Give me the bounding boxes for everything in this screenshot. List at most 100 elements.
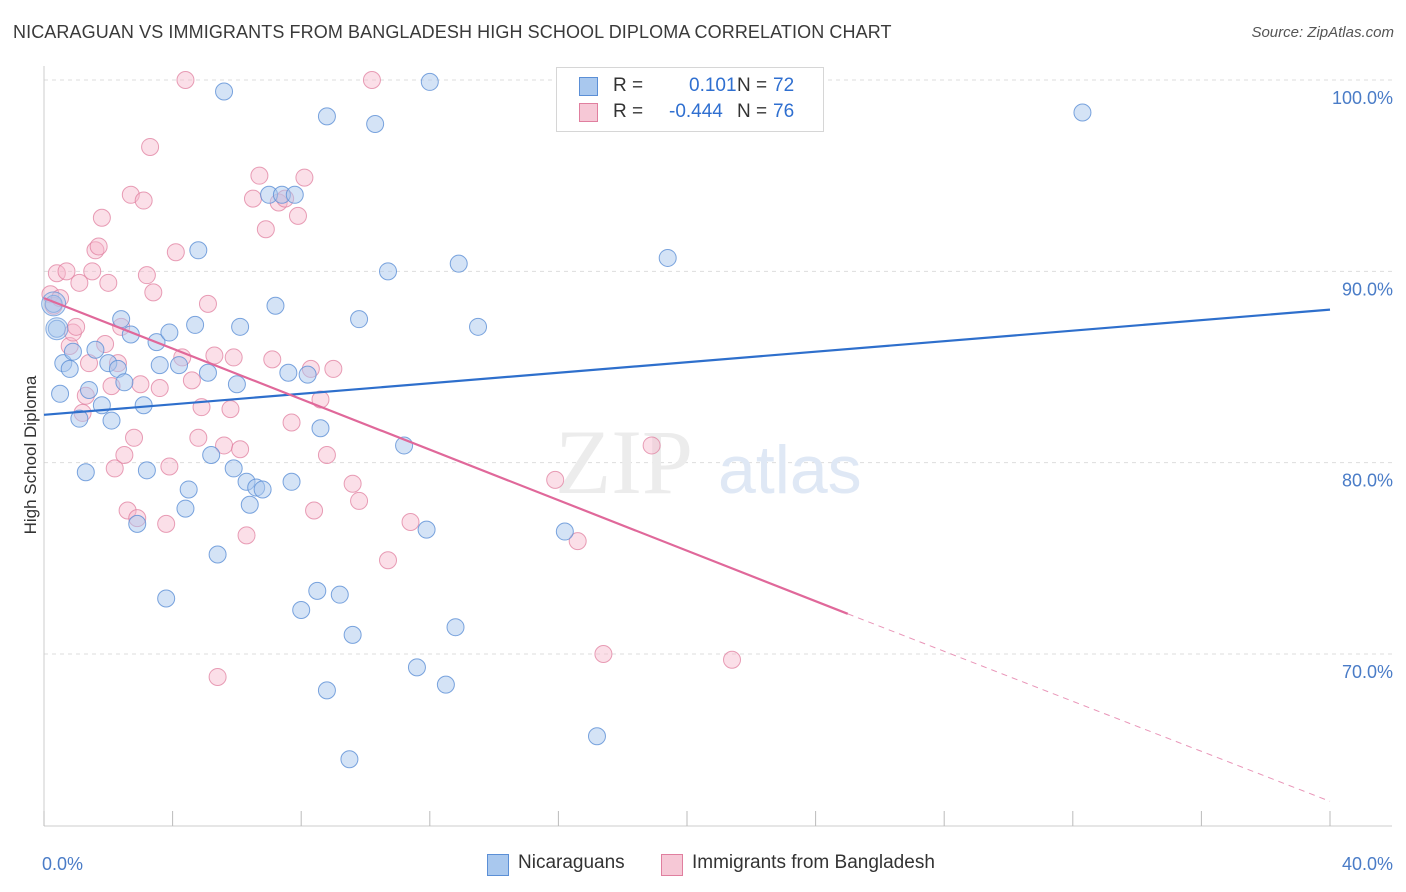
- nicaraguan-point: [189, 241, 208, 260]
- nicaraguan-points: [41, 72, 1092, 769]
- bottom-legend-swatch-blue: [487, 854, 509, 876]
- legend-n-label: N =: [737, 75, 768, 96]
- axes: [43, 66, 1392, 827]
- nicaraguan-point: [417, 520, 436, 539]
- bangladesh-point: [157, 514, 176, 533]
- nicaraguan-point: [240, 495, 259, 514]
- nicaraguan-point: [160, 323, 179, 342]
- bangladesh-point: [141, 137, 160, 156]
- nicaraguan-point: [231, 317, 250, 336]
- nicaraguan-point: [366, 115, 385, 134]
- watermark-zip: ZIP: [555, 411, 693, 513]
- bangladesh-point: [208, 667, 227, 686]
- bangladesh-point: [137, 266, 156, 285]
- y-tick-label: 80.0%: [1342, 471, 1393, 491]
- bangladesh-point: [131, 375, 150, 394]
- bangladesh-point: [134, 191, 153, 210]
- watermark: ZIP atlas: [555, 411, 862, 513]
- bangladesh-point: [311, 390, 330, 409]
- nicaraguan-point: [420, 72, 439, 91]
- nicaraguan-point: [317, 681, 336, 700]
- bangladesh-point: [250, 166, 269, 185]
- bangladesh-point: [568, 532, 587, 551]
- bangladesh-point: [362, 71, 381, 89]
- nicaraguan-point: [224, 459, 243, 478]
- nicaraguan-point: [128, 514, 147, 533]
- legend-n-label: N =: [737, 101, 768, 122]
- nicaraguan-point: [102, 411, 121, 430]
- bangladesh-point: [144, 283, 163, 302]
- y-tick-label: 100.0%: [1332, 88, 1393, 108]
- nicaraguan-point: [86, 340, 105, 359]
- bangladesh-points: [41, 71, 742, 686]
- nicaraguan-point: [70, 409, 89, 428]
- chart-title: NICARAGUAN VS IMMIGRANTS FROM BANGLADESH…: [13, 22, 892, 42]
- nicaraguan-point: [1073, 103, 1092, 122]
- bangladesh-point: [243, 189, 262, 208]
- nicaraguan-point: [208, 545, 227, 564]
- bottom-legend-label: Immigrants from Bangladesh: [692, 852, 935, 873]
- nicaraguan-point: [436, 675, 455, 694]
- nicaraguan-point: [137, 461, 156, 480]
- nicaraguan-point: [343, 625, 362, 644]
- nicaraguan-point: [227, 375, 246, 394]
- bangladesh-point: [305, 501, 324, 520]
- nicaraguan-point: [308, 581, 327, 600]
- bangladesh-point: [166, 243, 185, 262]
- nicaraguan-point: [446, 618, 465, 637]
- bangladesh-point: [379, 551, 398, 570]
- bangladesh-point: [350, 491, 369, 510]
- legend-n-value: 72: [773, 75, 795, 96]
- bangladesh-point: [115, 446, 134, 465]
- nicaraguan-point: [350, 310, 369, 329]
- bangladesh-point: [99, 273, 118, 292]
- nicaraguan-point: [41, 291, 67, 317]
- nicaraguan-point: [379, 262, 398, 281]
- nicaraguan-point: [186, 315, 205, 334]
- bangladesh-point: [221, 400, 240, 419]
- nicaraguan-point: [340, 750, 359, 769]
- nicaraguan-point: [45, 317, 69, 341]
- nicaraguan-point: [311, 419, 330, 438]
- nicaraguan-point: [51, 384, 70, 403]
- grid-lines: [44, 79, 1392, 655]
- bangladesh-point: [256, 220, 275, 239]
- nicaraguan-point: [115, 373, 134, 392]
- legend-r-value: -0.444: [669, 101, 723, 122]
- watermark-atlas: atlas: [718, 432, 862, 508]
- bangladesh-trend-extension: [847, 613, 1331, 802]
- nicaraguan-point: [202, 446, 221, 465]
- bangladesh-point: [295, 168, 314, 187]
- nicaraguan-point: [80, 380, 99, 399]
- nicaraguan-point: [176, 499, 195, 518]
- bangladesh-point: [89, 237, 108, 256]
- nicaraguan-trend-line: [43, 308, 1331, 416]
- nicaraguan-point: [658, 248, 677, 267]
- bangladesh-point: [237, 526, 256, 545]
- nicaraguan-point: [179, 480, 198, 499]
- bangladesh-point: [288, 206, 307, 225]
- x-tick-label: 40.0%: [1342, 854, 1393, 874]
- legend-r-label: R =: [613, 75, 644, 96]
- bangladesh-point: [324, 359, 343, 378]
- bangladesh-point: [282, 413, 301, 432]
- bangladesh-point: [182, 371, 201, 390]
- trend-lines: [43, 297, 1331, 802]
- bangladesh-point: [723, 650, 742, 669]
- nicaraguan-point: [76, 463, 95, 482]
- legend-r-value: 0.101: [689, 75, 737, 96]
- bangladesh-point: [92, 208, 111, 227]
- bangladesh-point: [70, 273, 89, 292]
- legend-n-value: 76: [773, 101, 795, 122]
- nicaraguan-point: [253, 480, 272, 499]
- nicaraguan-point: [198, 363, 217, 382]
- legend-swatch-pink: [579, 103, 598, 122]
- bangladesh-point: [176, 71, 195, 89]
- bangladesh-point: [67, 317, 86, 336]
- nicaraguan-point: [282, 472, 301, 491]
- bangladesh-point: [546, 470, 565, 489]
- bangladesh-point: [57, 262, 76, 281]
- nicaraguan-point: [215, 82, 234, 101]
- correlation-legend: R = 0.101 N = 72 R = -0.444 N = 76: [556, 67, 824, 132]
